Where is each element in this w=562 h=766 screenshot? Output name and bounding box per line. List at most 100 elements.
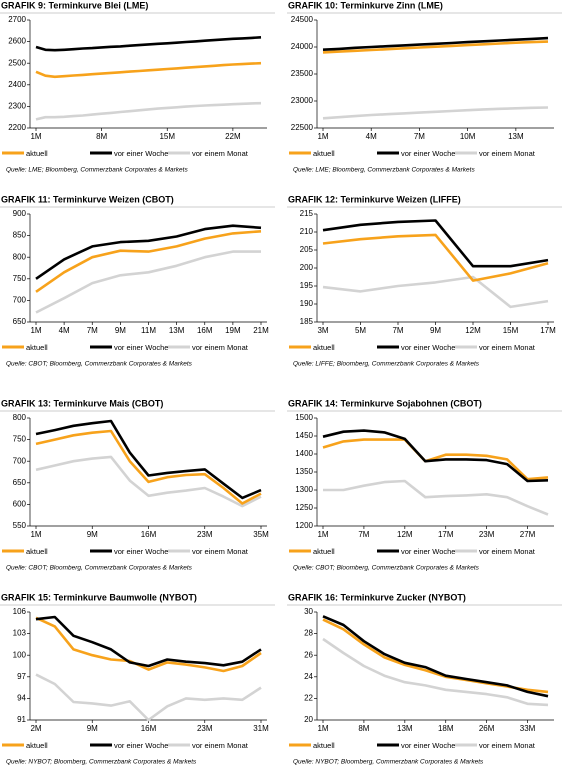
x-tick-label: 27M: [520, 530, 536, 539]
y-tick-label: 106: [13, 607, 27, 616]
y-tick-label: 800: [13, 413, 27, 422]
chart-panel: GRAFIK 10: Terminkurve Zinn (LME) 22500 23…: [287, 0, 562, 174]
x-tick-label: 33M: [520, 724, 536, 733]
legend-label: aktuell: [26, 547, 48, 556]
y-tick-label: 2500: [8, 58, 26, 67]
chart-panel: GRAFIK 12: Terminkurve Weizen (LIFFE) 185…: [287, 194, 562, 368]
legend-label: aktuell: [313, 547, 335, 556]
y-tick-label: 650: [13, 317, 27, 326]
chart-panel: GRAFIK 11: Terminkurve Weizen (CBOT) 650 7…: [0, 194, 275, 368]
x-tick-label: 23M: [197, 724, 213, 733]
x-tick-label: 16M: [197, 326, 213, 335]
legend-label: aktuell: [26, 343, 48, 352]
y-tick-label: 195: [300, 281, 314, 290]
chart-title: GRAFIK 16: Terminkurve Zucker (NYBOT): [288, 592, 466, 602]
y-tick-label: 22500: [291, 123, 314, 132]
chart-panel: GRAFIK 9: Terminkurve Blei (LME) 2200 2300…: [0, 0, 275, 174]
series-line: [322, 438, 549, 481]
y-tick-label: 1400: [295, 449, 313, 458]
chart-title: GRAFIK 15: Terminkurve Baumwolle (NYBOT): [1, 592, 197, 602]
y-tick-label: 2200: [8, 123, 26, 132]
x-tick-label: 10M: [460, 132, 476, 141]
y-tick-label: 1300: [295, 485, 313, 494]
source-note: Quelle: NYBOT; Bloomberg, Commerzbank Co…: [6, 759, 197, 766]
chart-panel: GRAFIK 16: Terminkurve Zucker (NYBOT) 20 2…: [287, 592, 562, 766]
series-line: [322, 615, 549, 698]
y-tick-label: 1200: [295, 521, 313, 530]
x-tick-label: 35M: [253, 530, 269, 539]
legend-label: vor einer Woche: [114, 547, 168, 556]
series-line: [322, 637, 549, 707]
y-tick-label: 185: [300, 317, 314, 326]
y-tick-label: 600: [13, 500, 27, 509]
series-line: [322, 40, 549, 54]
series-line: [35, 615, 262, 668]
series-line: [35, 673, 262, 722]
legend-label: vor einer Woche: [114, 149, 168, 158]
source-note: Quelle: NYBOT; Bloomberg, Commerzbank Co…: [293, 759, 484, 766]
y-tick-label: 23000: [291, 96, 314, 105]
x-tick-label: 17M: [438, 530, 454, 539]
x-tick-label: 15M: [503, 326, 519, 335]
x-tick-label: 9M: [115, 326, 126, 335]
series-line: [35, 419, 262, 500]
y-tick-label: 30: [304, 607, 313, 616]
legend-label: vor einer Woche: [114, 343, 168, 352]
y-tick-label: 23500: [291, 69, 314, 78]
legend-label: vor einer Woche: [401, 741, 455, 750]
series-line: [35, 101, 262, 121]
y-tick-label: 100: [13, 650, 27, 659]
x-tick-label: 23M: [479, 530, 495, 539]
y-tick-label: 24500: [291, 15, 314, 24]
legend-label: vor einer Woche: [114, 741, 168, 750]
y-tick-label: 750: [13, 435, 27, 444]
series-line: [322, 233, 549, 282]
y-tick-label: 22: [304, 694, 313, 703]
x-tick-label: 12M: [397, 530, 413, 539]
chart-panel: GRAFIK 15: Terminkurve Baumwolle (NYBOT)…: [0, 592, 275, 766]
x-tick-label: 16M: [141, 530, 157, 539]
series-line: [323, 479, 549, 516]
legend-label: aktuell: [26, 741, 48, 750]
x-tick-label: 13M: [169, 326, 185, 335]
x-tick-label: 13M: [397, 724, 413, 733]
legend-label: vor einer Woche: [401, 343, 455, 352]
series-line: [35, 616, 262, 673]
y-tick-label: 550: [13, 521, 27, 530]
y-tick-label: 1500: [295, 413, 313, 422]
series-line: [35, 36, 262, 52]
x-tick-label: 4M: [59, 326, 70, 335]
x-tick-label: 5M: [355, 326, 366, 335]
y-tick-label: 2300: [8, 102, 26, 111]
legend-label: aktuell: [313, 343, 335, 352]
x-tick-label: 1M: [317, 132, 328, 141]
y-tick-label: 97: [17, 672, 26, 681]
y-tick-label: 2400: [8, 80, 26, 89]
x-tick-label: 15M: [159, 132, 175, 141]
chart-panel: GRAFIK 13: Terminkurve Mais (CBOT) 550 600…: [0, 398, 275, 572]
series-line: [35, 230, 262, 293]
series-line: [35, 455, 262, 508]
x-tick-label: 7M: [392, 326, 403, 335]
legend-label: vor einem Monat: [479, 741, 536, 750]
y-tick-label: 215: [300, 209, 314, 218]
legend-label: aktuell: [26, 149, 48, 158]
y-tick-label: 900: [13, 209, 27, 218]
x-tick-label: 8M: [358, 724, 369, 733]
legend-label: aktuell: [313, 741, 335, 750]
source-note: Quelle: CBOT; Bloomberg, Commerzbank Cor…: [6, 565, 193, 572]
x-tick-label: 1M: [30, 132, 41, 141]
y-tick-label: 210: [300, 227, 314, 236]
x-tick-label: 17M: [540, 326, 556, 335]
x-tick-label: 9M: [430, 326, 441, 335]
y-tick-label: 91: [17, 715, 26, 724]
legend-label: vor einem Monat: [479, 547, 536, 556]
y-tick-label: 20: [304, 715, 313, 724]
chart-title: GRAFIK 13: Terminkurve Mais (CBOT): [1, 398, 163, 408]
series-line: [322, 106, 549, 120]
y-tick-label: 650: [13, 478, 27, 487]
legend-label: vor einem Monat: [479, 149, 536, 158]
series-line: [35, 250, 261, 314]
legend-label: vor einem Monat: [192, 343, 249, 352]
x-tick-label: 11M: [141, 326, 156, 335]
